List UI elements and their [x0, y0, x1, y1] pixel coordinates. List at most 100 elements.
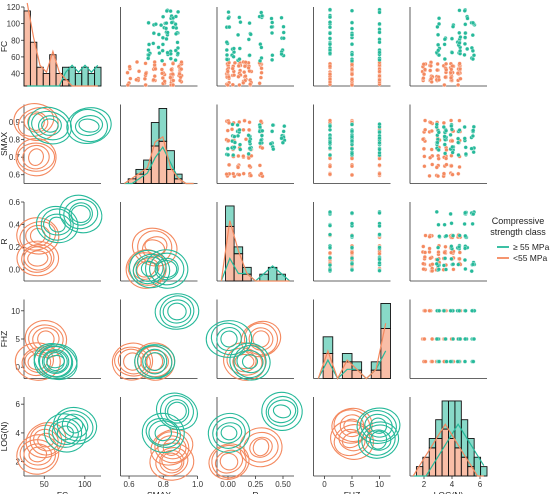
scatter-point-0-2 — [236, 74, 241, 79]
scatter-point-2-3 — [349, 233, 355, 238]
scatter-point-1-2 — [258, 119, 263, 124]
scatter-point-0-2 — [259, 45, 264, 50]
scatter-point-1-4 — [436, 147, 441, 152]
scatter-point-0-2 — [236, 63, 241, 68]
scatter-point-0-1 — [143, 61, 148, 66]
scatter-point-2-4 — [470, 221, 475, 226]
kde-contour-2-1 — [140, 260, 159, 278]
scatter-point-0-2 — [243, 60, 248, 65]
scatter-point-0-2 — [259, 66, 264, 71]
scatter-point-0-1 — [161, 14, 166, 19]
kde-contour-4-1 — [141, 412, 185, 454]
scatter-point-1-4 — [448, 132, 453, 137]
scatter-point-3-4 — [451, 336, 456, 342]
y-tick-label: 0.8 — [9, 136, 21, 145]
scatter-point-2-4 — [470, 262, 476, 267]
scatter-point-0-1 — [156, 32, 161, 37]
scatter-point-1-3 — [377, 122, 382, 127]
kde-contour-4-2 — [215, 422, 243, 444]
scatter-point-1-4 — [463, 145, 468, 150]
kde-contour-4-0 — [52, 406, 98, 445]
scatter-point-1-2 — [271, 147, 276, 152]
scatter-point-2-3 — [327, 209, 333, 215]
scatter-point-2-3 — [377, 210, 382, 215]
kde-contour-2-1 — [132, 253, 167, 285]
scatter-point-1-3 — [327, 140, 333, 145]
kde-contour-3-2 — [205, 320, 253, 358]
scatter-point-3-4 — [423, 308, 428, 313]
scatter-point-0-1 — [168, 9, 173, 14]
scatter-point-3-4 — [462, 359, 468, 364]
scatter-point-3-4 — [441, 308, 447, 313]
scatter-point-0-2 — [259, 70, 264, 75]
scatter-point-0-4 — [436, 48, 441, 53]
scatter-point-1-3 — [327, 127, 333, 132]
scatter-point-1-4 — [462, 136, 467, 141]
scatter-point-1-4 — [441, 120, 446, 125]
kde-contour-4-2 — [249, 436, 273, 458]
scatter-point-0-1 — [173, 14, 178, 19]
kde-contour-4-2 — [243, 431, 279, 463]
y-axis-label: SMAX — [0, 132, 9, 156]
scatter-point-0-2 — [258, 75, 263, 80]
scatter-point-1-2 — [270, 129, 275, 134]
scatter-point-2-4 — [434, 209, 439, 214]
hist-bar-4-ge55 — [480, 466, 488, 477]
kde-contour-2-1 — [137, 230, 173, 264]
scatter-point-0-2 — [224, 47, 229, 53]
scatter-point-0-1 — [146, 42, 152, 47]
scatter-point-2-4 — [463, 246, 468, 251]
scatter-point-0-2 — [238, 20, 243, 25]
scatter-point-1-2 — [241, 127, 246, 132]
scatter-point-1-4 — [456, 136, 461, 141]
scatter-point-1-2 — [247, 146, 252, 151]
hist-bar-4-ge55 — [448, 400, 456, 439]
scatter-point-1-4 — [436, 130, 441, 135]
kde-contour-3-1 — [111, 342, 154, 381]
scatter-point-0-2 — [247, 53, 252, 58]
kde-contour-1-0 — [16, 142, 56, 172]
scatter-point-1-2 — [235, 133, 241, 138]
scatter-point-0-4 — [442, 37, 447, 42]
scatter-point-1-3 — [349, 164, 355, 169]
kde-contour-3-1 — [137, 345, 173, 378]
hist-bar-1-ge55 — [158, 107, 168, 142]
scatter-point-0-4 — [444, 61, 449, 66]
hist-bar-0-ge55 — [87, 73, 96, 87]
x-tick-label: 0.8 — [158, 480, 170, 489]
y-tick-label: 120 — [7, 3, 21, 12]
scatter-point-1-4 — [429, 147, 434, 152]
hist-bar-2-lt55 — [242, 273, 252, 282]
kde-contour-4-1 — [154, 424, 173, 442]
scatter-point-2-4 — [457, 233, 462, 238]
scatter-point-0-3 — [377, 77, 382, 82]
scatter-point-1-4 — [450, 172, 455, 177]
scatter-point-1-2 — [231, 153, 236, 158]
scatter-point-0-1 — [175, 51, 180, 56]
kde-contour-3-2 — [229, 342, 271, 381]
y-tick-label: 60 — [11, 53, 20, 62]
y-axis-label: FHZ — [0, 331, 9, 348]
x-axis-label: R — [252, 490, 258, 494]
scatter-point-2-4 — [457, 256, 462, 261]
scatter-point-0-3 — [377, 21, 382, 26]
hist-bar-2-ge55 — [276, 273, 286, 282]
density-curve-4 — [413, 423, 485, 477]
scatter-point-0-2 — [241, 80, 246, 85]
scatter-point-1-4 — [471, 128, 476, 133]
scatter-point-1-4 — [435, 140, 440, 145]
kde-contour-4-2 — [214, 449, 244, 474]
scatter-point-2-4 — [427, 249, 432, 255]
scatter-point-2-3 — [349, 211, 355, 216]
kde-contour-4-0 — [56, 410, 94, 442]
scatter-point-0-1 — [171, 25, 176, 30]
scatter-point-0-2 — [257, 81, 262, 86]
scatter-point-0-4 — [428, 63, 433, 68]
scatter-point-1-2 — [231, 171, 236, 176]
scatter-point-2-3 — [327, 250, 333, 255]
scatter-point-0-2 — [237, 82, 242, 88]
scatter-point-0-4 — [470, 33, 475, 38]
scatter-point-0-1 — [165, 50, 170, 55]
